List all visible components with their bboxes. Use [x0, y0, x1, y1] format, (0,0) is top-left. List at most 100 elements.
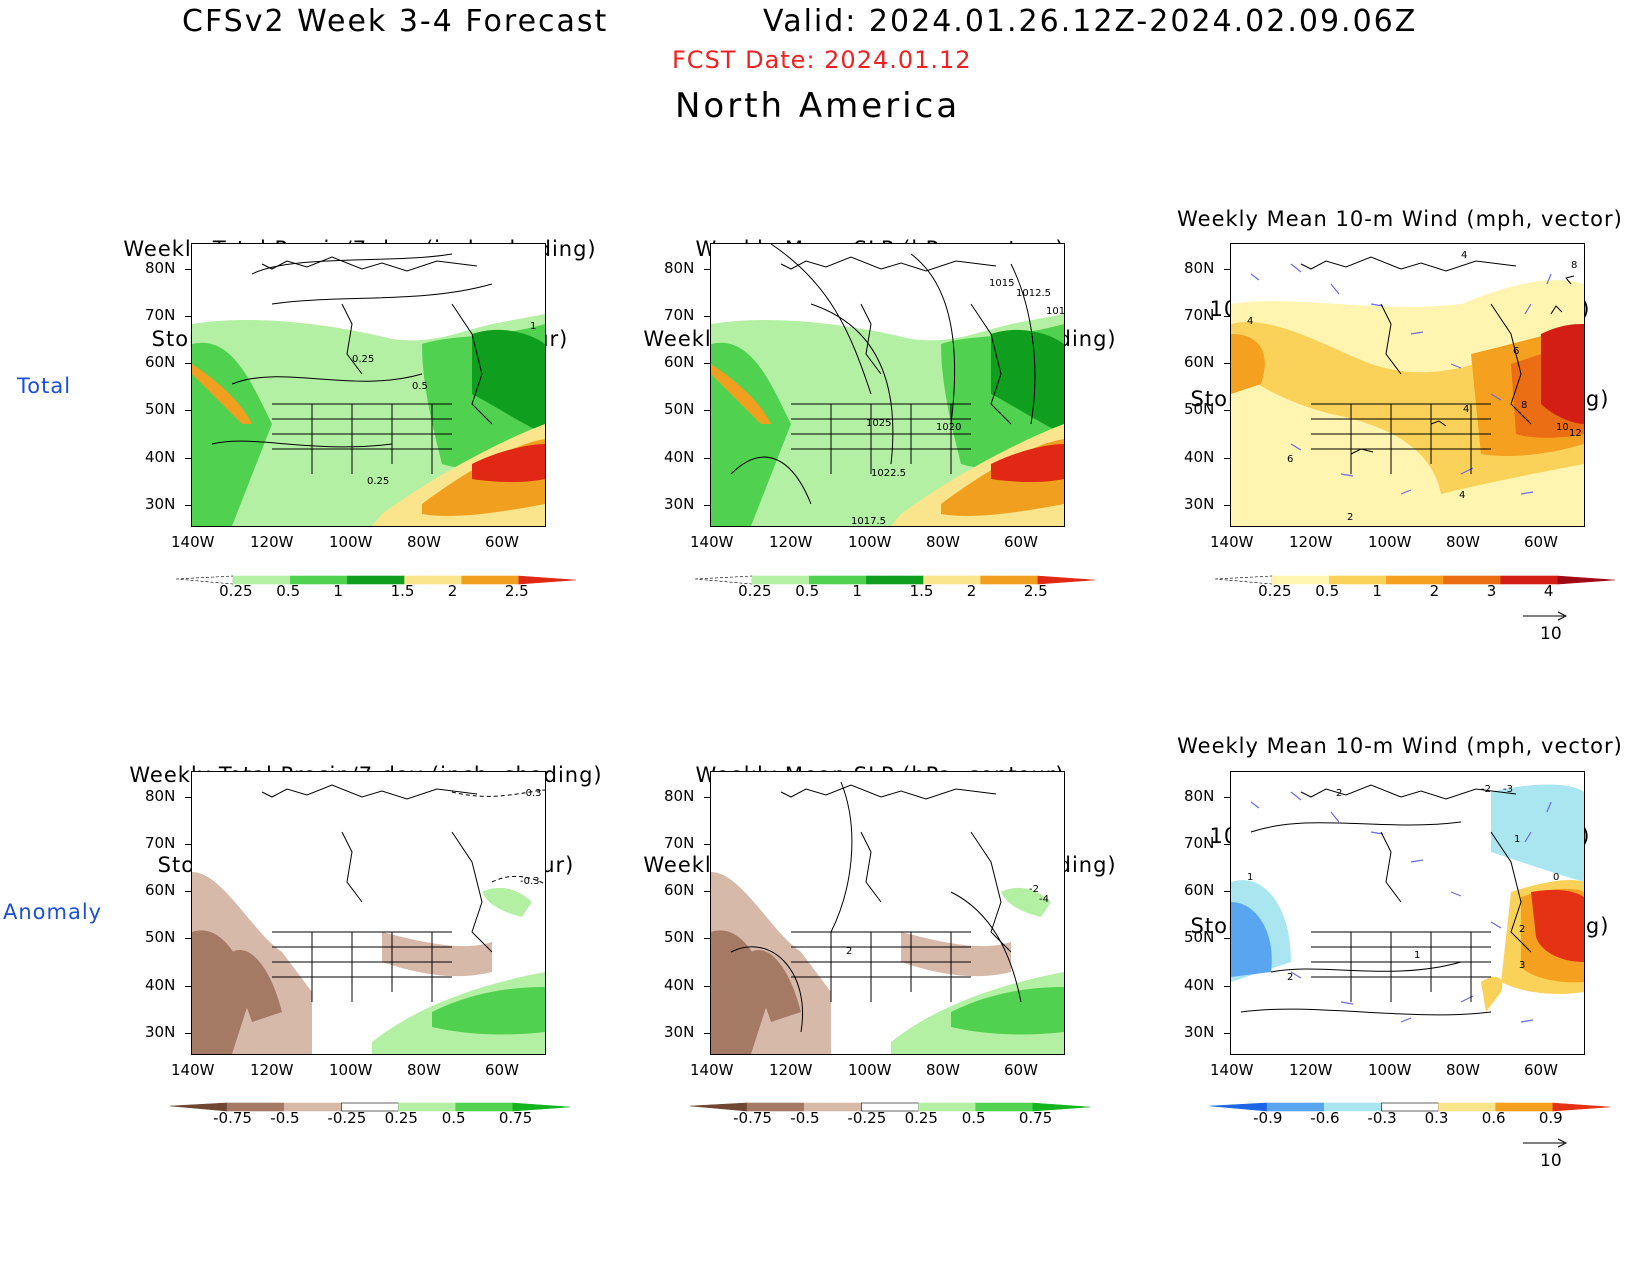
lon-tick-label: 80W	[407, 1061, 441, 1079]
colorbar-label: 0.25	[1258, 582, 1292, 600]
panel-2-map: 1015 1012.5 101 1025 1020 1022.5 1017.5	[710, 243, 1065, 527]
colorbar-swatch	[512, 1102, 571, 1112]
lon-tick-label: 100W	[1368, 1061, 1412, 1079]
lat-tick-label: 40N	[664, 976, 695, 994]
lon-tick-label: 80W	[926, 1061, 960, 1079]
precip-pacific-max	[192, 364, 252, 424]
contour-lines	[211, 253, 493, 448]
lon-tick-label: 140W	[690, 533, 734, 551]
lat-tick-label: 70N	[664, 306, 695, 324]
lon-tick-label: 140W	[171, 533, 215, 551]
lon-tick-label: 140W	[1210, 1061, 1254, 1079]
lat-tick-mark	[1224, 410, 1230, 411]
lat-tick-label: 80N	[664, 259, 695, 277]
contour-label: 2	[1287, 972, 1293, 983]
colorbar-swatches	[694, 575, 1096, 585]
contour-label: 1012.5	[1016, 288, 1051, 299]
lat-tick-mark	[1224, 1033, 1230, 1034]
lat-tick-mark	[185, 410, 191, 411]
lat-tick-mark	[185, 316, 191, 317]
lon-tick-label: 120W	[769, 1061, 813, 1079]
colorbar-label: 2	[1429, 582, 1440, 600]
lat-tick-label: 30N	[664, 1023, 695, 1041]
lon-tick-label: 60W	[1524, 533, 1558, 551]
lon-tick-label: 60W	[1004, 533, 1038, 551]
colorbar-label: 2.5	[1023, 582, 1048, 600]
lat-tick-label: 40N	[664, 448, 695, 466]
lon-tick-label: 100W	[329, 1061, 373, 1079]
contour-label: 1	[1514, 834, 1520, 845]
contour-label: 2	[1336, 788, 1342, 799]
lat-tick-label: 30N	[145, 495, 176, 513]
colorbar-label: -0.75	[213, 1109, 252, 1127]
lat-tick-label: 60N	[145, 353, 176, 371]
lat-tick-label: 30N	[1184, 495, 1215, 513]
contour-label: 1	[1247, 872, 1253, 883]
colorbar-swatch	[1557, 575, 1616, 585]
panel-5-map: -2 -4 2	[710, 771, 1065, 1055]
lon-tick-label: 80W	[926, 533, 960, 551]
contour-label: 1022.5	[871, 468, 906, 479]
colorbar-swatches	[175, 575, 577, 585]
contour-label: 2	[1519, 924, 1525, 935]
colorbar-label: 0.5	[441, 1109, 466, 1127]
lon-tick-label: 120W	[250, 1061, 294, 1079]
colorbar-label: 4	[1543, 582, 1554, 600]
colorbar-label: -0.9	[1253, 1109, 1283, 1127]
lon-tick-label: 120W	[1289, 533, 1333, 551]
colorbar-swatches	[169, 1102, 571, 1112]
contour-label: 0.25	[367, 476, 389, 487]
lat-tick-mark	[704, 986, 710, 987]
vector-reference-label-top: 10	[1540, 624, 1562, 644]
lon-tick-label: 120W	[250, 533, 294, 551]
lon-tick-label: 100W	[329, 533, 373, 551]
lat-tick-mark	[704, 316, 710, 317]
lat-tick-mark	[185, 458, 191, 459]
colorbar-label: 0.3	[1424, 1109, 1449, 1127]
valid-range: Valid: 2024.01.26.12Z-2024.02.09.06Z	[763, 4, 1418, 39]
colorbar-panel-4: -0.75 -0.5 -0.25 0.25 0.5 0.75	[169, 1099, 590, 1129]
contour-label: 0.5	[412, 381, 428, 392]
colorbar-label: 0.5	[276, 582, 301, 600]
lat-tick-label: 60N	[1184, 881, 1215, 899]
lon-tick-label: 60W	[1004, 1061, 1038, 1079]
precip-atlantic-max	[472, 444, 545, 483]
lat-tick-mark	[704, 844, 710, 845]
contour-label: 8	[1571, 260, 1577, 271]
lon-tick-label: 120W	[769, 533, 813, 551]
panel-3-title-line0: Weekly Mean 10-m Wind (mph, vector)	[1177, 207, 1623, 231]
lat-tick-mark	[1224, 844, 1230, 845]
lat-tick-mark	[704, 1033, 710, 1034]
lon-tick-label: 60W	[485, 533, 519, 551]
lon-tick-label: 100W	[848, 1061, 892, 1079]
lon-tick-label: 80W	[407, 533, 441, 551]
colorbar-panel-5: -0.75 -0.5 -0.25 0.25 0.5 0.75	[689, 1099, 1110, 1129]
contour-label: 8	[1521, 400, 1527, 411]
lat-tick-label: 30N	[1184, 1023, 1215, 1041]
lon-tick-label: 80W	[1446, 1061, 1480, 1079]
lat-tick-label: 70N	[1184, 834, 1215, 852]
colorbar-swatch	[1037, 575, 1096, 585]
region-title: North America	[675, 86, 961, 126]
lat-tick-label: 40N	[1184, 448, 1215, 466]
panel-6-map-svg: 2 -2 -3 1 0 2 1 3 1 2	[1231, 784, 1584, 1023]
lat-tick-mark	[1224, 891, 1230, 892]
speed-contours	[1350, 275, 1575, 455]
wind-vectors	[1250, 791, 1552, 1023]
row-label-total: Total	[17, 374, 72, 398]
panel-6-title-line0: Weekly Mean 10-m Wind (mph, vector)	[1177, 734, 1623, 758]
lat-tick-label: 30N	[664, 495, 695, 513]
lat-tick-label: 50N	[664, 928, 695, 946]
colorbar-label: -0.25	[327, 1109, 367, 1127]
lat-tick-mark	[185, 986, 191, 987]
coastlines	[261, 256, 493, 425]
lat-tick-label: 80N	[145, 787, 176, 805]
lat-tick-mark	[704, 458, 710, 459]
lon-tick-label: 120W	[1289, 1061, 1333, 1079]
lat-tick-mark	[185, 363, 191, 364]
contour-label: -4	[1039, 894, 1049, 905]
lat-tick-label: 40N	[145, 976, 176, 994]
colorbar-label: 0.9	[1538, 1109, 1563, 1127]
lat-tick-mark	[704, 410, 710, 411]
lat-tick-label: 80N	[1184, 259, 1215, 277]
